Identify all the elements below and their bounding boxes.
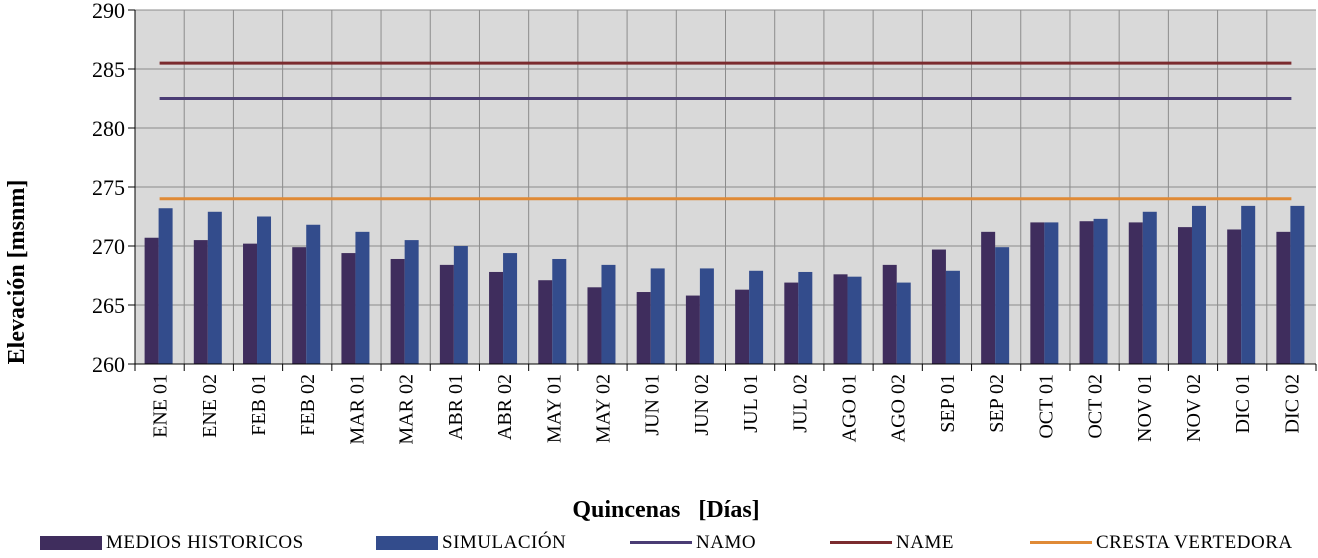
x-tick-label-20: NOV 01 [1134,374,1156,442]
y-tick-label-280: 280 [92,116,125,141]
y-tick-label-275: 275 [92,175,125,200]
legend-item-namo: NAMO [630,531,756,554]
bar-medios-historicos-2 [243,243,258,364]
y-tick-label-290: 290 [92,0,125,23]
x-tick-label-8: MAY 01 [543,374,565,443]
bar-simulacion-8 [552,258,567,364]
x-tick-label-13: JUL 02 [789,374,811,433]
x-tick-label-22: DIC 01 [1232,374,1254,433]
bar-medios-historicos-0 [144,237,159,364]
x-tick-label-5: MAR 02 [396,374,418,445]
legend-item-name: NAME [830,531,954,554]
bar-simulacion-23 [1290,205,1305,364]
legend-label: NAMO [696,531,757,553]
x-tick-label-12: JUL 01 [740,374,762,433]
bar-medios-historicos-15 [882,264,897,364]
bar-medios-historicos-3 [292,247,307,364]
y-tick-label-260: 260 [92,352,125,377]
legend-swatch [40,535,102,550]
bar-simulacion-9 [601,264,616,364]
legend-label: SIMULACIÓN [442,531,567,553]
legend-label: MEDIOS HISTORICOS [106,531,304,553]
x-tick-label-10: JUN 01 [642,374,664,436]
bar-simulacion-15 [896,282,911,364]
bar-medios-historicos-8 [538,280,553,364]
x-tick-label-19: OCT 02 [1085,374,1107,439]
legend-item-cresta-vertedora: CRESTA VERTEDORA [1030,531,1293,554]
bar-simulacion-7 [503,253,518,364]
y-axis-label: Elevación [msnm] [4,180,30,365]
legend-swatch [630,541,692,544]
bar-simulacion-4 [355,231,370,364]
bar-medios-historicos-7 [489,271,504,364]
bar-simulacion-14 [847,276,862,364]
x-tick-label-18: OCT 01 [1035,374,1057,439]
bar-medios-historicos-22 [1227,229,1242,364]
bar-medios-historicos-16 [931,249,946,364]
x-tick-label-21: NOV 02 [1183,374,1205,442]
bar-medios-historicos-17 [981,231,996,364]
bar-medios-historicos-19 [1079,221,1094,364]
bar-simulacion-6 [453,246,468,364]
x-axis-label: Quincenas [Días] [572,497,759,523]
bar-medios-historicos-14 [833,274,848,364]
bar-simulacion-20 [1142,211,1157,364]
bar-medios-historicos-10 [636,292,651,364]
bar-medios-historicos-6 [439,264,454,364]
bar-simulacion-3 [306,224,321,364]
bar-simulacion-2 [257,216,272,364]
x-tick-label-2: FEB 01 [248,374,270,436]
x-tick-label-4: MAR 01 [346,374,368,445]
bar-simulacion-5 [404,240,419,364]
bar-medios-historicos-11 [685,295,700,364]
y-tick-label-265: 265 [92,293,125,318]
bar-simulacion-11 [699,268,714,364]
x-tick-label-16: SEP 01 [937,374,959,433]
x-tick-label-11: JUN 02 [691,374,713,436]
x-tick-label-0: ENE 01 [150,374,172,438]
y-tick-label-285: 285 [92,57,125,82]
y-tick-label-270: 270 [92,234,125,259]
bar-simulacion-17 [995,247,1010,364]
bar-simulacion-16 [945,270,960,364]
x-tick-label-6: ABR 01 [445,374,467,440]
bar-medios-historicos-12 [735,289,750,364]
bar-simulacion-13 [798,271,813,364]
bar-simulacion-21 [1191,205,1206,364]
x-tick-label-3: FEB 02 [297,374,319,436]
legend-item-medios-historicos: MEDIOS HISTORICOS [40,531,304,554]
legend-swatch [830,541,892,544]
legend-item-simulación: SIMULACIÓN [376,531,566,554]
bar-medios-historicos-1 [193,240,208,364]
bar-medios-historicos-13 [784,282,799,364]
x-tick-label-7: ABR 02 [494,374,516,440]
bar-medios-historicos-4 [341,253,356,364]
bar-simulacion-18 [1044,222,1059,364]
legend-swatch [376,535,438,550]
bar-simulacion-0 [158,208,173,364]
bar-simulacion-1 [207,211,222,364]
bar-medios-historicos-5 [390,258,405,364]
x-tick-label-14: AGO 01 [839,374,861,442]
bar-medios-historicos-23 [1276,231,1291,364]
legend: MEDIOS HISTORICOS SIMULACIÓN NAMO NAME CREST… [0,531,1318,554]
bar-medios-historicos-18 [1030,222,1045,364]
bar-medios-historicos-20 [1128,222,1143,364]
bar-simulacion-22 [1241,205,1256,364]
bar-medios-historicos-9 [587,287,602,364]
bar-simulacion-19 [1093,218,1108,364]
legend-label: NAME [896,531,954,553]
bar-medios-historicos-21 [1177,227,1192,364]
x-tick-label-17: SEP 02 [986,374,1008,433]
legend-label: CRESTA VERTEDORA [1096,531,1293,553]
legend-swatch [1030,541,1092,544]
x-tick-label-1: ENE 02 [199,374,221,438]
x-tick-label-23: DIC 02 [1281,374,1303,433]
bar-simulacion-12 [749,270,764,364]
x-tick-label-9: MAY 02 [592,374,614,443]
x-tick-label-15: AGO 02 [888,374,910,442]
bar-simulacion-10 [650,268,665,364]
